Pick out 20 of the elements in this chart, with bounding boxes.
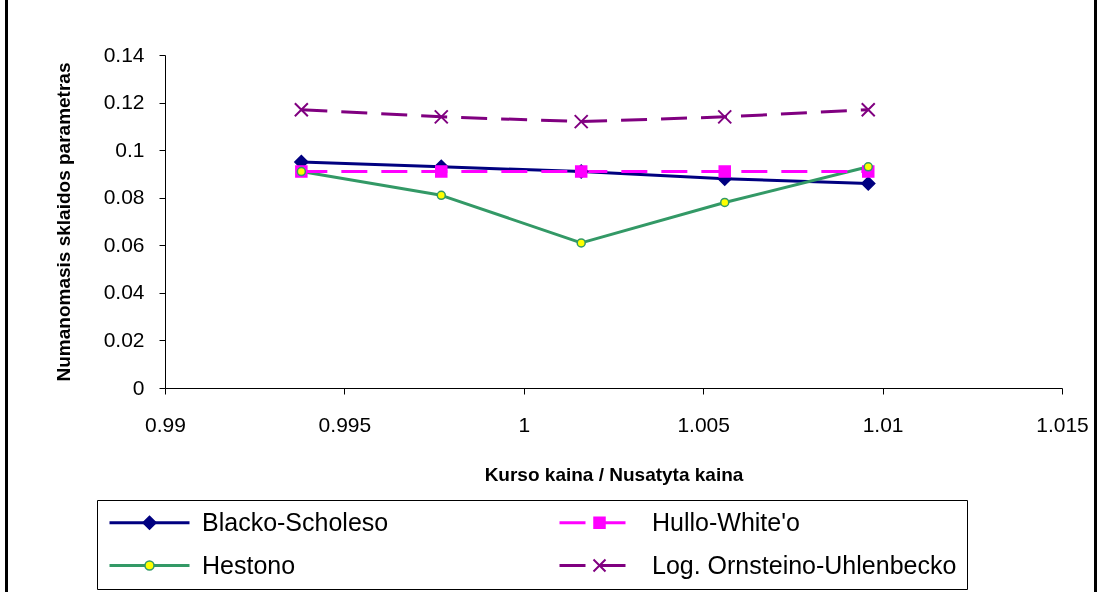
y-tick-label: 0.12 — [103, 90, 145, 114]
legend-label: Hestono — [202, 550, 296, 579]
y-tick-label: 0.1 — [115, 137, 145, 161]
y-tick-label: 0.02 — [103, 327, 145, 351]
legend-label: Hullo-White'o — [652, 507, 800, 536]
y-tick-label: 0.04 — [103, 280, 145, 304]
x-tick-label: 0.995 — [318, 412, 372, 436]
legend-label: Log. Ornsteino-Uhlenbecko — [652, 550, 957, 579]
legend-label: Blacko-Scholeso — [202, 507, 389, 536]
x-tick-label: 1.01 — [862, 412, 904, 436]
y-tick-label: 0 — [132, 375, 145, 399]
x-tick-label: 1.015 — [1036, 412, 1089, 436]
x-tick-label: 0.99 — [145, 412, 186, 436]
x-tick-label: 1 — [518, 412, 531, 436]
y-tick-label: 0.06 — [103, 232, 145, 256]
x-tick-label: 1.005 — [677, 412, 730, 436]
y-tick-label: 0.14 — [103, 42, 145, 66]
x-axis-title: Kurso kaina / Nusatyta kaina — [484, 463, 744, 485]
y-tick-label: 0.08 — [103, 185, 145, 209]
y-axis-title: Numanomasis sklaidos parametras — [52, 62, 74, 382]
